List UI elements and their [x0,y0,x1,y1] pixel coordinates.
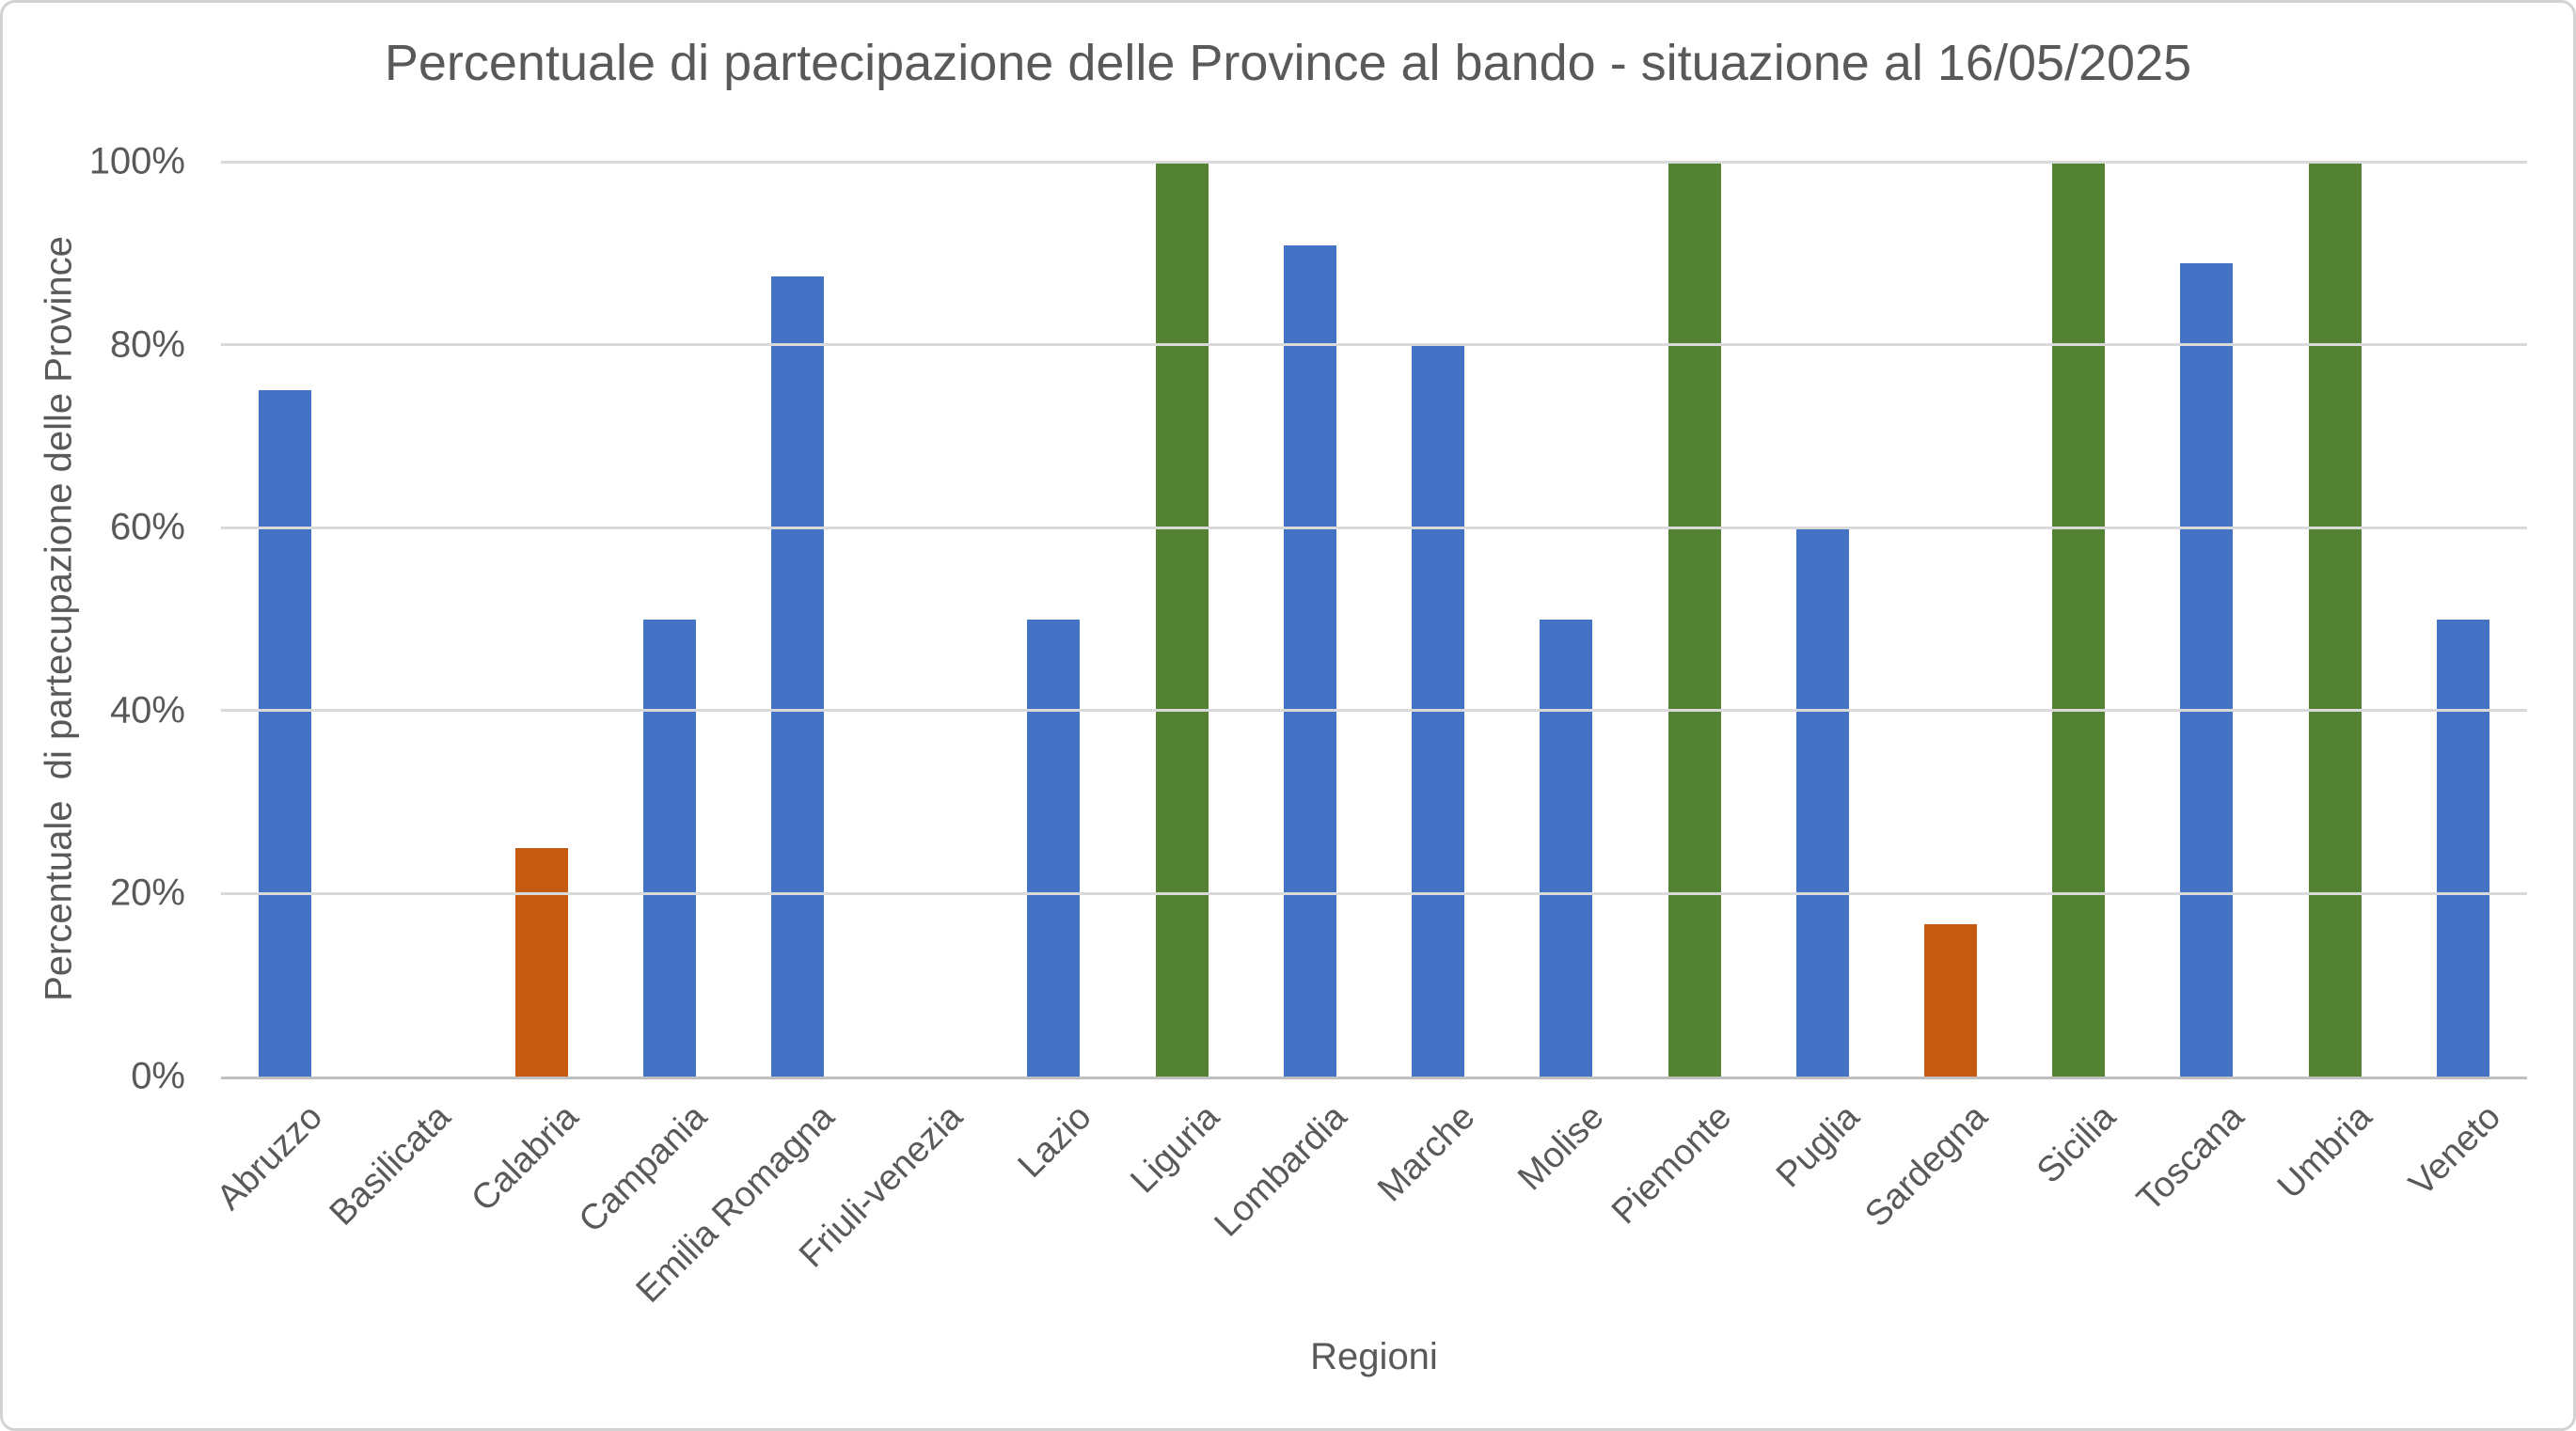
y-tick-label-40: 40% [109,689,185,731]
y-tick-label-60: 60% [109,506,185,548]
bar-calabria [514,847,568,1077]
bar-slot-marche [1374,162,1502,1077]
bar-slot-puglia [1759,162,1887,1077]
bar-lombardia [1283,244,1336,1077]
bar-sardegna [1923,923,1977,1077]
x-tick-label-marche: Marche [1370,1097,1483,1210]
bar-campania [642,619,696,1077]
x-tick-label-toscana: Toscana [2129,1097,2252,1219]
x-axis: Abruzzo Basilicata Calabria Campania Emilia … [210,1077,2527,1311]
bar-emilia-romagna [770,275,824,1077]
y-tick-label-0: 0% [131,1055,185,1097]
bar-slot-basilicata [349,162,477,1077]
y-tick-label-80: 80% [109,323,185,366]
gridline-80 [221,343,2527,347]
x-tick-label-piemonte: Piemonte [1604,1097,1740,1233]
x-tick-label-calabria: Calabria [464,1097,587,1219]
gridline-40 [221,709,2527,713]
plot-area [221,160,2527,1079]
bar-slot-molise [1502,162,1630,1077]
bar-lazio [1027,619,1081,1077]
x-tick-label-sicilia: Sicilia [2030,1097,2124,1191]
bar-veneto [2436,619,2489,1077]
y-axis: 0% 20% 40% 60% 80% 100% [3,141,202,1097]
chart-title: Percentuale di partecipazione delle Prov… [384,35,2192,91]
bar-abruzzo [259,390,312,1077]
y-tick-label-100: 100% [88,140,185,182]
x-tick-label-veneto: Veneto [2401,1097,2508,1204]
bar-slot-lazio [989,162,1117,1077]
x-tick-label-lazio: Lazio [1010,1097,1099,1186]
x-tick-label-umbria: Umbria [2270,1097,2380,1207]
bar-slot-liguria [1118,162,1246,1077]
y-tick-label-20: 20% [109,872,185,914]
bar-molise [1540,619,1593,1077]
bar-puglia [1795,527,1849,1077]
bar-slot-sardegna [1887,162,2015,1077]
x-tick-label-basilicata: Basilicata [322,1097,459,1234]
bar-slot-abruzzo [221,162,349,1077]
gridline-60 [221,526,2527,529]
x-tick-label-puglia: Puglia [1769,1097,1868,1196]
x-tick-label-lombardia: Lombardia [1207,1097,1355,1245]
bar-umbria [2308,162,2362,1077]
bar-slot-emilia-romagna [734,162,861,1077]
bar-slot-calabria [477,162,605,1077]
bar-slot-toscana [2142,162,2270,1077]
bar-slot-sicilia [2015,162,2142,1077]
bar-slot-campania [606,162,734,1077]
gridline-100 [221,160,2527,164]
bar-toscana [2180,263,2234,1077]
bar-slot-friuli-venezia [861,162,989,1077]
x-tick-label-liguria: Liguria [1123,1097,1227,1202]
bar-slot-lombardia [1246,162,1374,1077]
x-tick-label-abruzzo: Abruzzo [209,1097,330,1219]
bar-liguria [1155,162,1209,1077]
x-tick-label-molise: Molise [1509,1097,1612,1199]
bar-slot-veneto [2399,162,2527,1077]
bar-piemonte [1667,162,1721,1077]
gridline-20 [221,891,2527,895]
bar-series [221,162,2527,1077]
bar-sicilia [2052,162,2106,1077]
x-axis-title: Regioni [1310,1336,1438,1377]
x-tick-label-sardegna: Sardegna [1857,1097,1996,1235]
bar-slot-piemonte [1630,162,1758,1077]
bar-slot-umbria [2271,162,2399,1077]
